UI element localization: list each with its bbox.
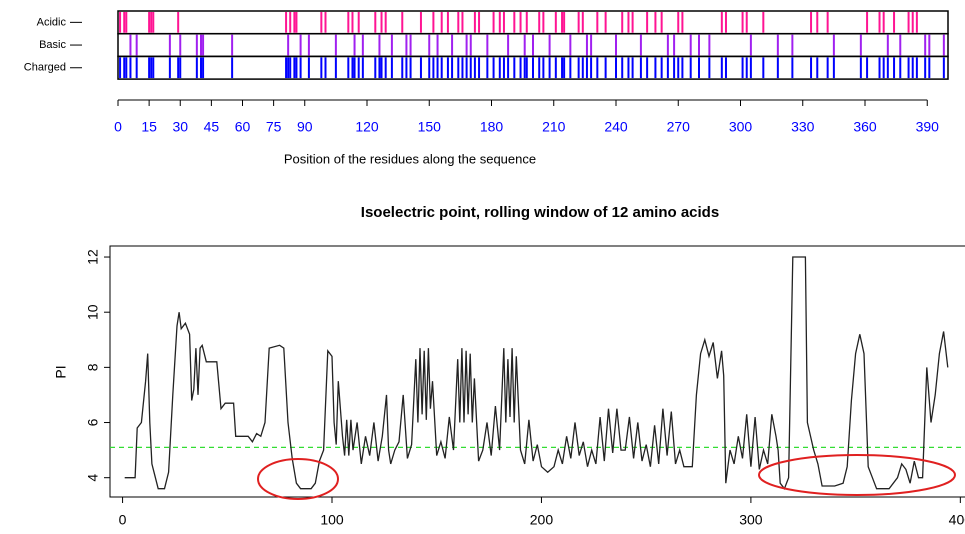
x-tick-label: 100 xyxy=(320,512,344,528)
x-axis-label: Position of the residues along the seque… xyxy=(284,151,536,166)
track-frame xyxy=(117,55,949,80)
x-tick-label: 210 xyxy=(542,119,566,135)
x-tick-label: 0 xyxy=(119,512,127,528)
y-tick-label: 4 xyxy=(85,474,101,482)
track-label: Acidic xyxy=(37,16,67,28)
x-tick-label: 0 xyxy=(114,119,122,135)
x-tick-label: 90 xyxy=(297,119,313,135)
x-tick-label: 240 xyxy=(604,119,628,135)
x-tick-label: 390 xyxy=(916,119,940,135)
x-tick-label: 120 xyxy=(355,119,379,135)
track-label: Basic xyxy=(39,39,66,51)
x-tick-label: 200 xyxy=(530,512,554,528)
y-tick-label: 6 xyxy=(85,418,101,426)
highlight-ellipse xyxy=(257,458,339,500)
x-tick-label: 270 xyxy=(667,119,691,135)
x-tick-label: 300 xyxy=(739,512,763,528)
plot-frame xyxy=(109,245,965,498)
x-tick-label: 75 xyxy=(266,119,282,135)
x-tick-label: 180 xyxy=(480,119,504,135)
chart-title: Isoelectric point, rolling window of 12 … xyxy=(361,204,719,221)
y-tick-label: 12 xyxy=(85,249,101,265)
y-axis-label: PI xyxy=(53,365,69,378)
x-tick-label: 30 xyxy=(172,119,188,135)
highlight-ellipse xyxy=(758,454,956,496)
track-label: Charged xyxy=(24,62,66,74)
x-tick-label: 60 xyxy=(235,119,251,135)
x-tick-label: 45 xyxy=(204,119,220,135)
x-tick-label: 330 xyxy=(791,119,815,135)
x-tick-label: 300 xyxy=(729,119,753,135)
x-tick-label: 400 xyxy=(949,512,965,528)
x-tick-label: 150 xyxy=(418,119,442,135)
track-frame xyxy=(117,10,949,35)
pi-line xyxy=(124,256,949,491)
y-tick-label: 8 xyxy=(85,363,101,371)
x-tick-label: 360 xyxy=(853,119,877,135)
x-tick-label: 15 xyxy=(141,119,157,135)
y-tick-label: 10 xyxy=(85,304,101,320)
